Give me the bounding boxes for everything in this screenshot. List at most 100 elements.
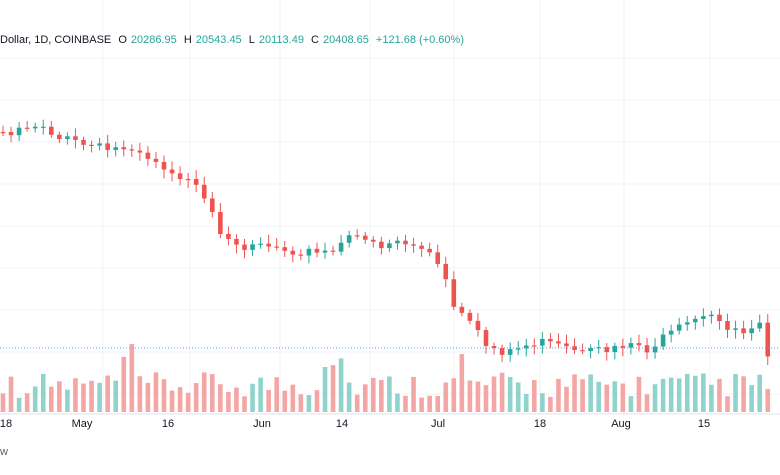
volume-bar xyxy=(564,386,569,412)
candle-body xyxy=(161,161,167,170)
volume-bar xyxy=(89,380,94,412)
candle-body xyxy=(105,143,110,150)
candle-body xyxy=(129,149,135,151)
candle-body xyxy=(644,345,650,353)
volume-bar xyxy=(371,377,376,412)
volume-bar xyxy=(314,390,320,412)
volume-bar xyxy=(306,395,312,412)
volume-bar xyxy=(258,377,263,412)
volume-bar xyxy=(218,384,223,412)
volume-bar xyxy=(451,378,457,412)
candle-body xyxy=(684,322,690,325)
candle-body xyxy=(580,350,585,352)
volume-bar xyxy=(137,376,143,412)
x-tick-label: 18 xyxy=(534,418,546,430)
candle-body xyxy=(16,127,22,136)
legend-change: +121.68 (+0.60%) xyxy=(375,34,464,46)
volume-bar xyxy=(298,394,304,412)
volume-bar xyxy=(0,393,6,412)
candle-body xyxy=(314,248,320,253)
candle-body xyxy=(234,238,239,245)
candle-body xyxy=(290,250,296,255)
candle-body xyxy=(298,254,304,256)
candle-body xyxy=(8,132,14,136)
candle-body xyxy=(121,147,127,150)
volume-bar xyxy=(515,382,521,412)
candle-body xyxy=(733,328,738,330)
legend-low: 20113.49 xyxy=(258,34,304,46)
volume-bar xyxy=(741,376,746,412)
legend-open-key: O xyxy=(118,34,127,46)
candle-body xyxy=(0,132,6,134)
candle-body xyxy=(604,347,610,353)
legend-close: 20408.65 xyxy=(322,34,369,46)
volume-bar xyxy=(145,382,151,412)
candle-body xyxy=(564,343,569,347)
volume-bar xyxy=(24,393,30,412)
candle-body xyxy=(612,345,618,353)
x-tick-label: 16 xyxy=(162,418,174,430)
candle-body xyxy=(274,246,279,248)
volume-bar xyxy=(443,382,449,412)
volume-bar xyxy=(419,397,424,412)
candle-body xyxy=(73,136,78,140)
volume-bar xyxy=(467,380,473,412)
candle-body xyxy=(660,334,666,347)
legend-high: 20543.45 xyxy=(195,34,242,46)
candle-body xyxy=(435,252,440,264)
volume-bar xyxy=(644,394,650,412)
legend-high-key: H xyxy=(183,34,192,46)
candle-body xyxy=(572,346,577,351)
legend-close-key: C xyxy=(311,34,319,46)
x-tick-label: Jul xyxy=(431,418,445,430)
candle-body xyxy=(210,198,215,212)
candle-body xyxy=(89,144,94,147)
volume-bar xyxy=(749,385,754,412)
volume-bar xyxy=(572,374,577,412)
candle-body xyxy=(153,158,159,162)
volume-bar xyxy=(676,378,682,412)
volume-bar xyxy=(435,395,440,412)
volume-bar xyxy=(636,376,642,412)
volume-bar xyxy=(652,384,658,412)
candle-body xyxy=(523,345,529,349)
volume-bar xyxy=(362,384,368,412)
volume-bar xyxy=(725,396,730,412)
candle-body xyxy=(491,346,497,348)
candle-body xyxy=(532,345,537,347)
x-tick-label: 18 xyxy=(0,418,12,430)
candle-body xyxy=(145,152,151,159)
candle-body xyxy=(499,347,505,355)
candle-body xyxy=(218,211,223,235)
candle-body xyxy=(282,247,288,251)
volume-bar xyxy=(113,380,118,412)
volume-bar xyxy=(540,393,545,412)
volume-bar xyxy=(129,344,135,412)
volume-bar xyxy=(628,396,634,412)
volume-bar xyxy=(250,383,255,412)
x-tick-label: Jun xyxy=(253,418,271,430)
volume-bar xyxy=(733,374,738,412)
candle-body xyxy=(242,244,247,250)
candle-body xyxy=(113,147,118,150)
candle-body xyxy=(306,248,312,256)
volume-bar xyxy=(395,393,400,412)
legend-symbol: Dollar, 1D, COINBASE xyxy=(0,34,112,46)
candle-body xyxy=(379,241,384,249)
candle-body xyxy=(652,346,658,353)
x-tick-label: May xyxy=(72,418,93,430)
candle-body xyxy=(49,126,54,135)
candle-body xyxy=(322,250,328,253)
candle-body xyxy=(636,343,642,346)
candle-body xyxy=(427,248,432,253)
volume-bar xyxy=(105,375,110,412)
volume-bar xyxy=(242,396,247,412)
candle-body xyxy=(451,279,457,307)
volume-bar xyxy=(282,390,288,412)
candle-body xyxy=(475,320,481,331)
volume-bar xyxy=(709,384,714,412)
candle-body xyxy=(371,239,376,242)
volume-bar xyxy=(346,382,352,412)
